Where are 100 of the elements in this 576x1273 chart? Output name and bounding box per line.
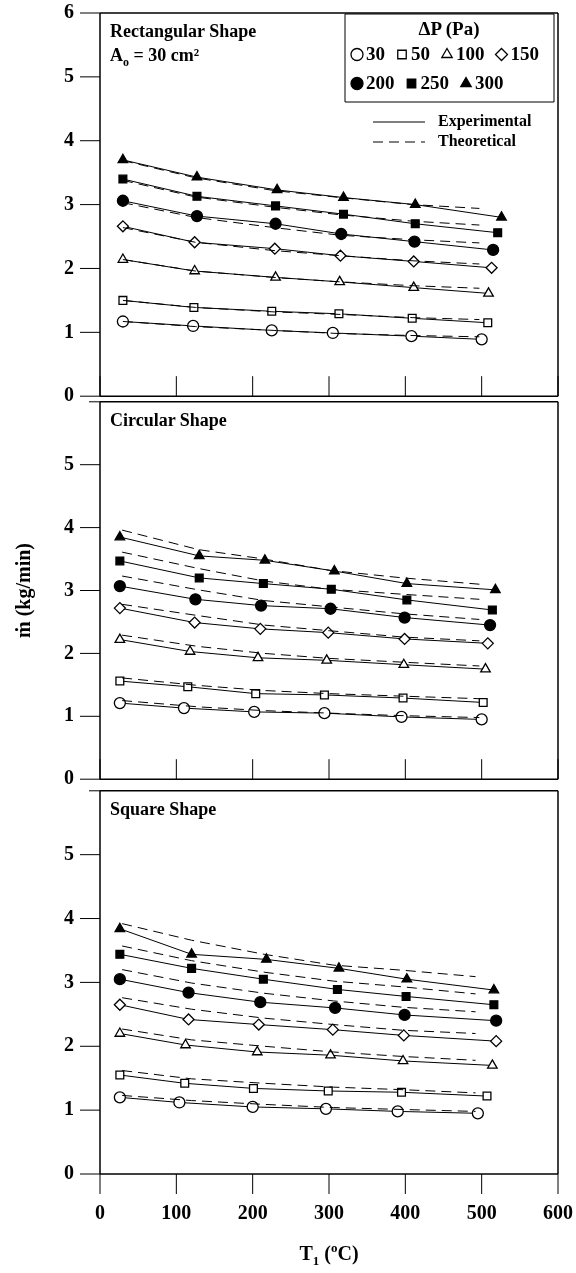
point [182,1013,195,1026]
point [115,676,125,686]
legend-label: 100 [456,43,485,65]
point [397,1029,410,1042]
point [114,922,126,933]
point [409,198,421,208]
y-tick-label: 5 [64,451,74,474]
point [483,287,494,297]
text: Square Shape [110,798,217,819]
point [335,227,348,241]
point [338,191,349,201]
point [401,973,413,983]
point [184,645,196,655]
y-tick-label: 0 [64,383,74,406]
y-tick-label: 5 [64,841,74,864]
point [259,554,271,564]
point [182,986,195,999]
point [319,1102,333,1116]
y-tick-label: 4 [64,905,74,928]
point [405,330,418,343]
point [116,220,130,233]
point [114,530,126,541]
point [489,1000,499,1010]
point [113,579,126,593]
point [401,577,413,587]
point [180,1078,190,1088]
legend-label: 50 [411,43,430,65]
point [115,556,125,566]
point [333,962,345,972]
point [193,549,205,560]
point [397,1054,409,1065]
point [113,601,126,615]
point [116,194,130,207]
point [326,1023,339,1036]
point [114,633,126,643]
point [487,605,497,615]
y-tick-label: 2 [64,640,74,663]
point [398,632,411,646]
point [391,1105,404,1118]
point [408,281,420,292]
point [471,1107,484,1120]
point [248,1083,258,1093]
y-tick-label: 4 [64,514,74,537]
point [493,228,503,238]
x-tick-label: 0 [95,1201,105,1224]
point [254,599,268,612]
y-tick-label: 2 [64,1033,74,1056]
point [188,616,201,629]
text: Rectangular Shape [110,21,257,41]
point [490,1035,503,1048]
x-tick-label: 300 [314,1201,344,1224]
point [114,1027,126,1037]
point [338,209,349,219]
point [258,579,268,589]
point [481,637,494,650]
point [260,953,272,963]
y-tick-label: 1 [64,319,74,342]
point [483,618,497,632]
point [410,219,420,229]
point [325,1049,336,1059]
y-tick-label: 6 [64,0,74,23]
y-tick-label: 3 [64,969,74,992]
text: Circular Shape [110,409,227,430]
point [113,973,126,986]
point [334,249,347,262]
y-tick-label: 1 [64,703,74,726]
point [496,211,507,221]
y-tick-label: 3 [64,577,74,600]
point [191,170,203,181]
x-tick-label: 500 [466,1201,497,1224]
point [478,697,488,707]
point [475,713,488,726]
point [252,651,264,662]
point [113,696,126,710]
legend-label: 250 [420,72,449,94]
point [323,1086,333,1096]
point [115,1070,125,1080]
point [189,593,202,606]
x-tick-label: 600 [543,1201,573,1224]
point [192,191,202,201]
point [113,1091,126,1104]
point [118,295,128,305]
x-tick-label: 100 [161,1201,192,1224]
point [398,1008,411,1022]
point [334,275,346,286]
point [396,1087,407,1097]
y-tick-label: 1 [64,1097,74,1120]
point [177,701,191,715]
y-tick-label: 3 [64,191,74,214]
legend-label: 150 [510,43,539,65]
point [482,1091,492,1101]
point [475,333,488,346]
point [322,626,335,639]
point [319,690,329,700]
point [334,309,344,319]
point [194,573,204,583]
point [326,326,339,340]
y-tick-label: 0 [64,1161,74,1184]
point [485,261,498,274]
legend-label: 30 [366,43,385,65]
